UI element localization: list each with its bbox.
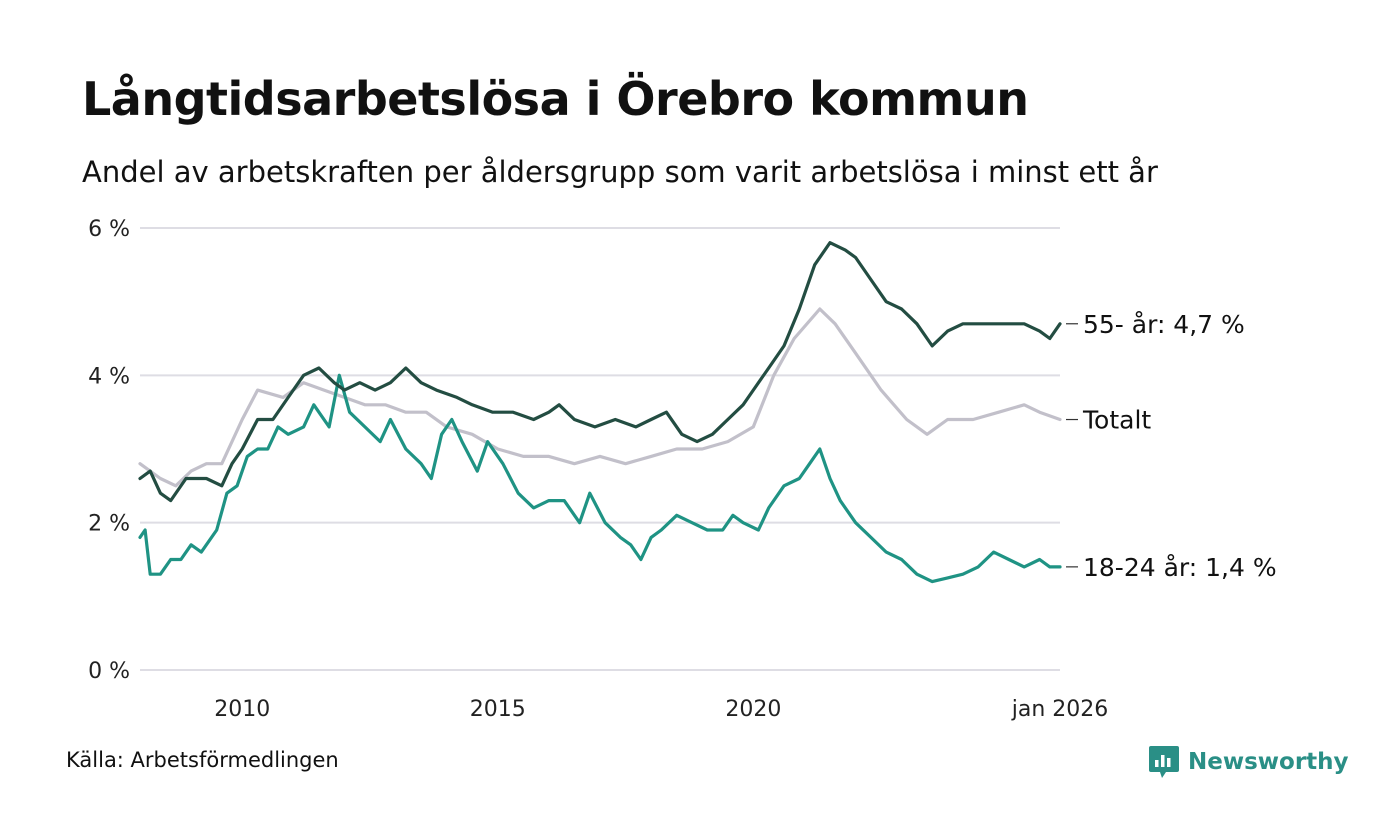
y-tick-label: 4 %	[88, 364, 130, 389]
x-tick-label: 2010	[214, 697, 270, 722]
series-end-label: 55- år: 4,7 %	[1083, 310, 1245, 339]
series-end-label: 18-24 år: 1,4 %	[1083, 553, 1277, 582]
x-tick-label: jan 2026	[1011, 697, 1109, 722]
y-tick-label: 2 %	[88, 512, 130, 537]
brand-name: Newsworthy	[1188, 749, 1349, 775]
brand-logo: Newsworthy	[1148, 744, 1349, 780]
series-end-label: Totalt	[1082, 406, 1151, 435]
series-line-18-24-r	[138, 373, 1062, 584]
chart-title: Långtidsarbetslösa i Örebro kommun	[82, 72, 1029, 126]
chart-subtitle: Andel av arbetskraften per åldersgrupp s…	[82, 155, 1158, 189]
newsworthy-logo-icon	[1149, 746, 1179, 778]
source-note: Källa: Arbetsförmedlingen	[66, 748, 339, 772]
series-line-totalt	[138, 307, 1062, 488]
y-tick-label: 0 %	[88, 659, 130, 684]
y-tick-label: 6 %	[88, 217, 130, 242]
series-line-55-r	[138, 241, 1062, 503]
x-tick-label: 2020	[725, 697, 781, 722]
x-tick-label: 2015	[470, 697, 526, 722]
